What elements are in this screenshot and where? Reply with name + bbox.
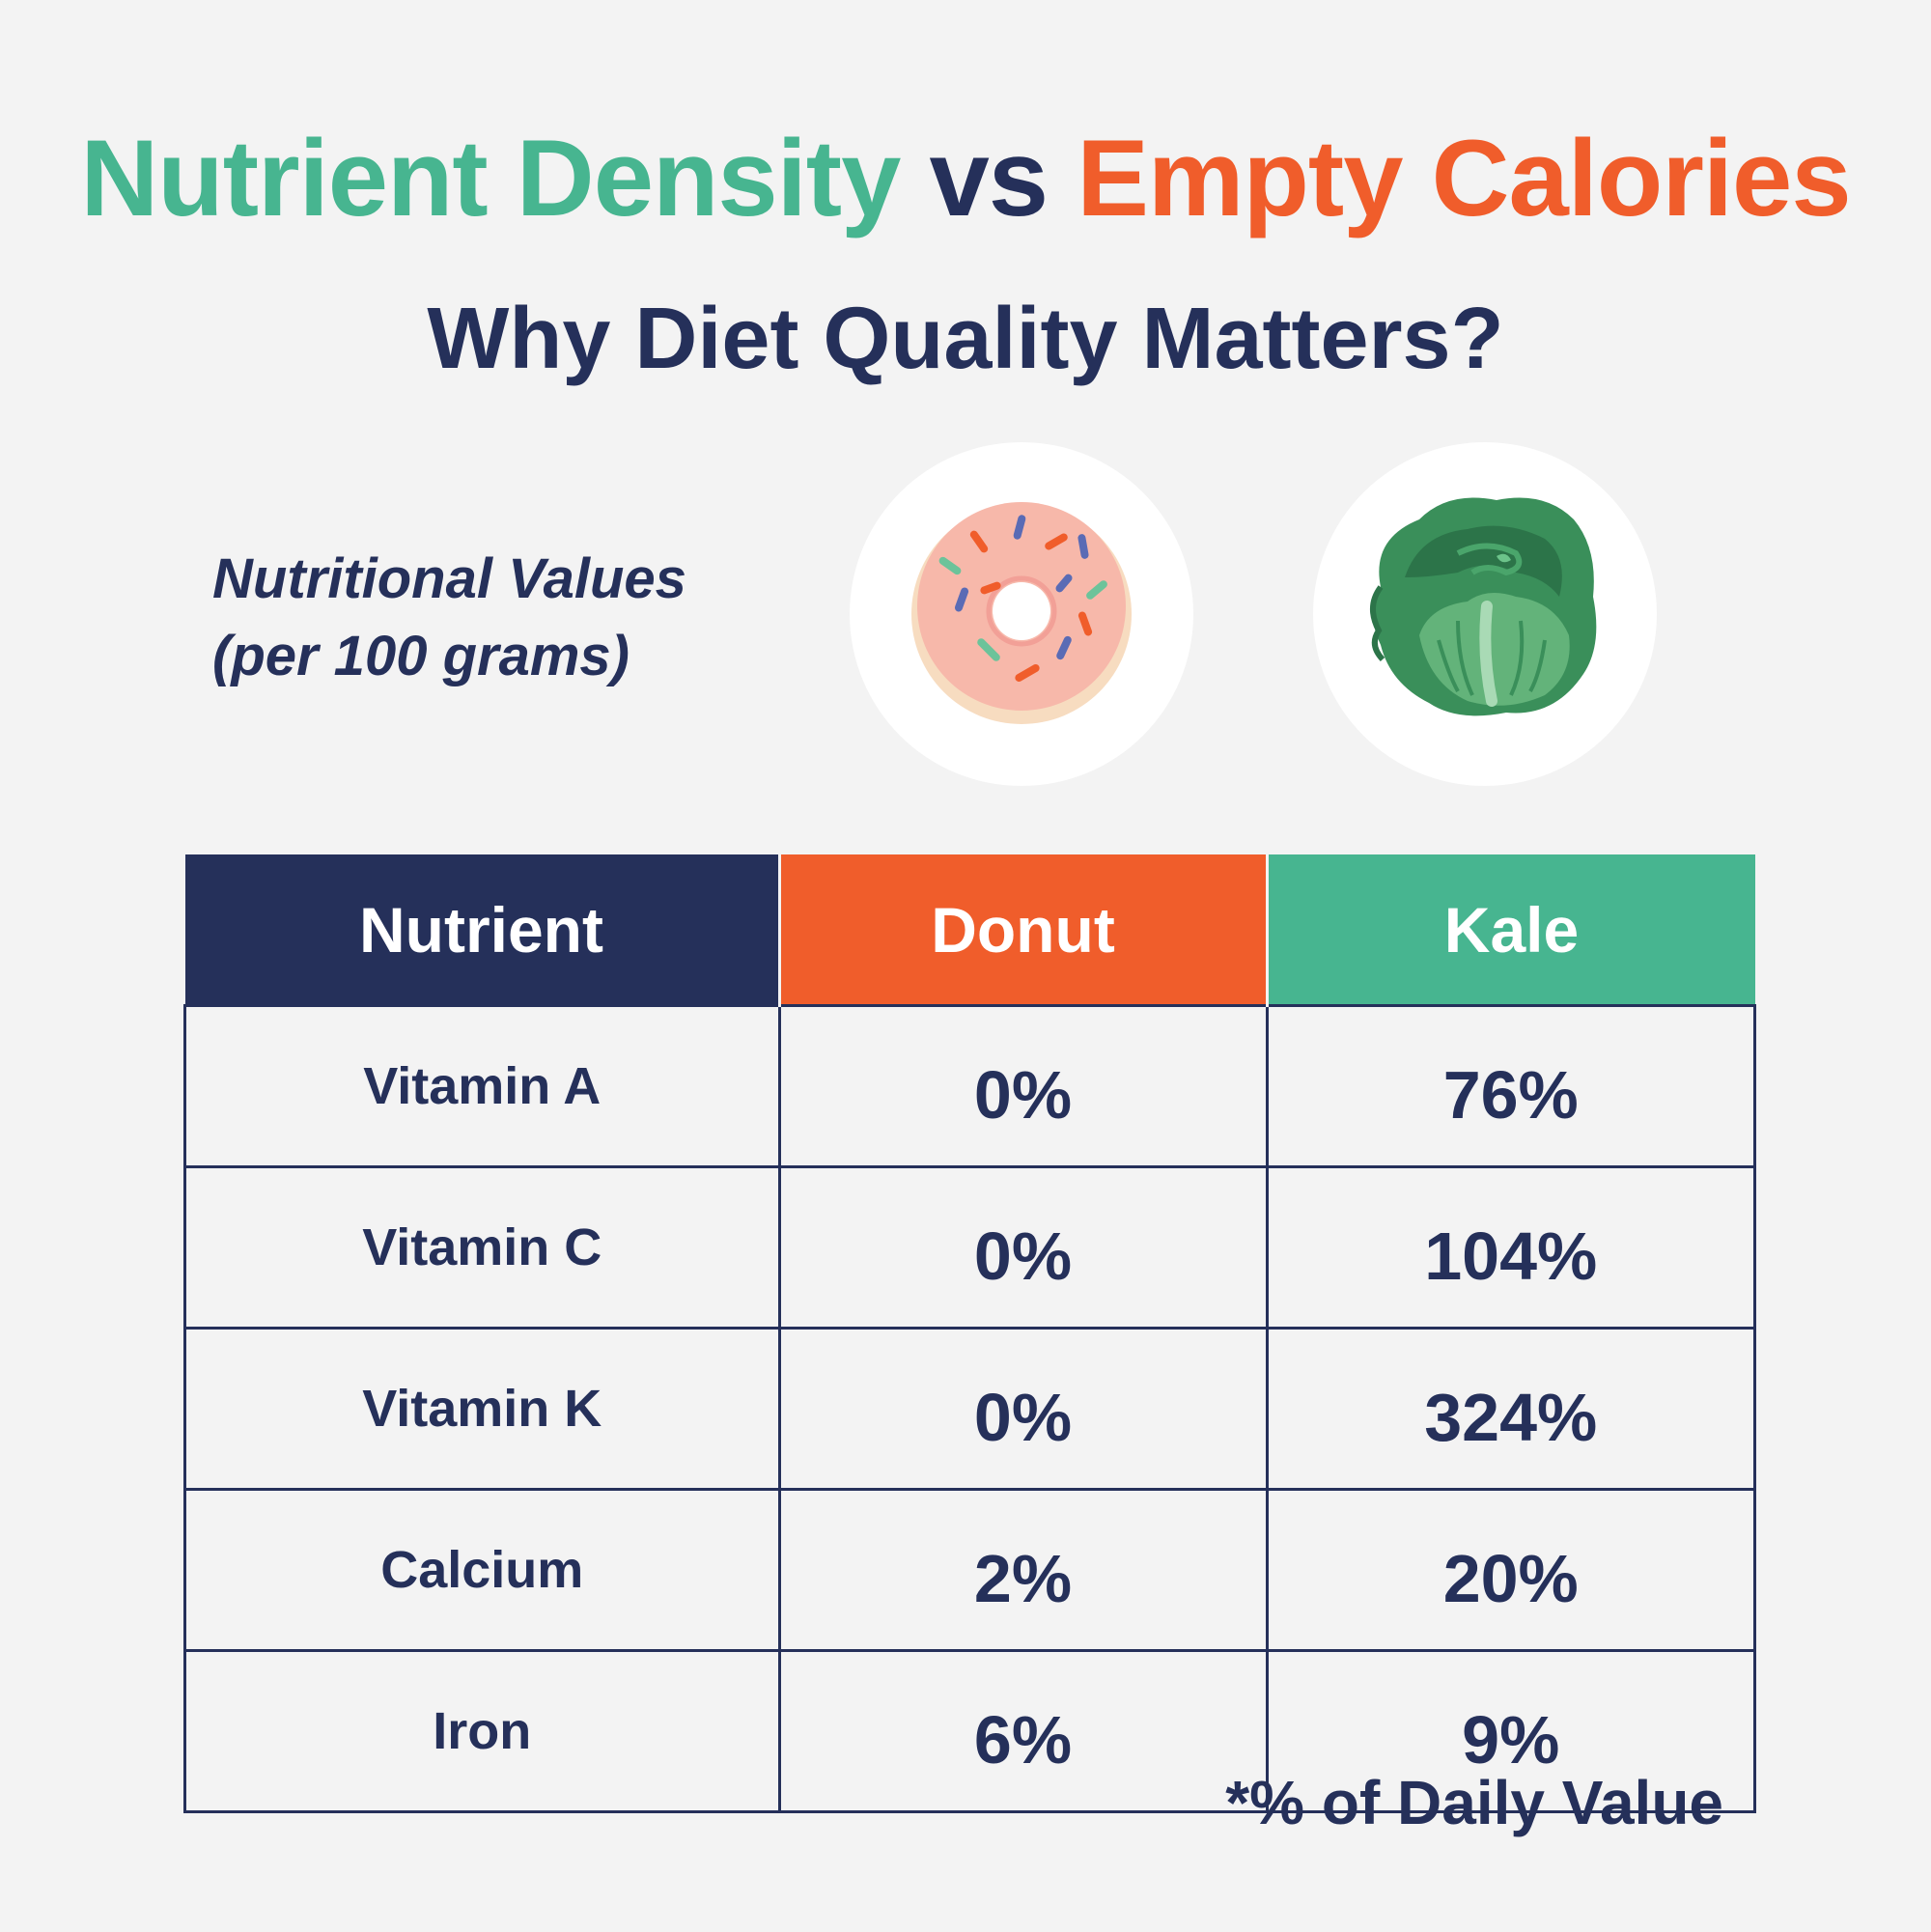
row-vitamin-k-kale: 324% bbox=[1267, 1329, 1755, 1490]
donut-icon bbox=[850, 442, 1193, 786]
row-vitamin-k-donut: 0% bbox=[779, 1329, 1267, 1490]
title-empty-calories: Empty Calories bbox=[1077, 118, 1850, 238]
nutritional-values-line1: Nutritional Values bbox=[212, 541, 686, 618]
subtitle: Why Diet Quality Matters? bbox=[0, 290, 1931, 389]
row-calcium-kale: 20% bbox=[1267, 1490, 1755, 1651]
table-header-row: Nutrient Donut Kale bbox=[185, 854, 1755, 1006]
row-vitamin-a-donut: 0% bbox=[779, 1006, 1267, 1167]
kale-circle bbox=[1313, 442, 1657, 786]
main-title: Nutrient Density vs Empty Calories bbox=[0, 116, 1931, 240]
row-vitamin-k-nutrient: Vitamin K bbox=[185, 1329, 780, 1490]
kale-icon bbox=[1313, 442, 1657, 786]
row-vitamin-a-nutrient: Vitamin A bbox=[185, 1006, 780, 1167]
row-vitamin-c-kale: 104% bbox=[1267, 1167, 1755, 1329]
table-row: Calcium 2% 20% bbox=[185, 1490, 1755, 1651]
nutrient-table: Nutrient Donut Kale Vitamin A 0% 76% Vit… bbox=[183, 854, 1756, 1813]
row-iron-nutrient: Iron bbox=[185, 1651, 780, 1812]
row-vitamin-c-donut: 0% bbox=[779, 1167, 1267, 1329]
footnote-daily-value: *% of Daily Value bbox=[1225, 1767, 1723, 1838]
table-row: Vitamin K 0% 324% bbox=[185, 1329, 1755, 1490]
row-iron-donut: 6% bbox=[779, 1651, 1267, 1812]
header-nutrient: Nutrient bbox=[185, 854, 780, 1006]
row-vitamin-c-nutrient: Vitamin C bbox=[185, 1167, 780, 1329]
row-calcium-nutrient: Calcium bbox=[185, 1490, 780, 1651]
table-row: Vitamin A 0% 76% bbox=[185, 1006, 1755, 1167]
nutritional-values-label: Nutritional Values (per 100 grams) bbox=[212, 541, 686, 695]
donut-circle bbox=[850, 442, 1193, 786]
nutritional-values-line2: (per 100 grams) bbox=[212, 618, 686, 695]
header-kale: Kale bbox=[1267, 854, 1755, 1006]
title-vs: vs bbox=[930, 118, 1049, 238]
table-row: Vitamin C 0% 104% bbox=[185, 1167, 1755, 1329]
row-calcium-donut: 2% bbox=[779, 1490, 1267, 1651]
title-nutrient-density: Nutrient Density bbox=[80, 118, 900, 238]
row-vitamin-a-kale: 76% bbox=[1267, 1006, 1755, 1167]
header-donut: Donut bbox=[779, 854, 1267, 1006]
